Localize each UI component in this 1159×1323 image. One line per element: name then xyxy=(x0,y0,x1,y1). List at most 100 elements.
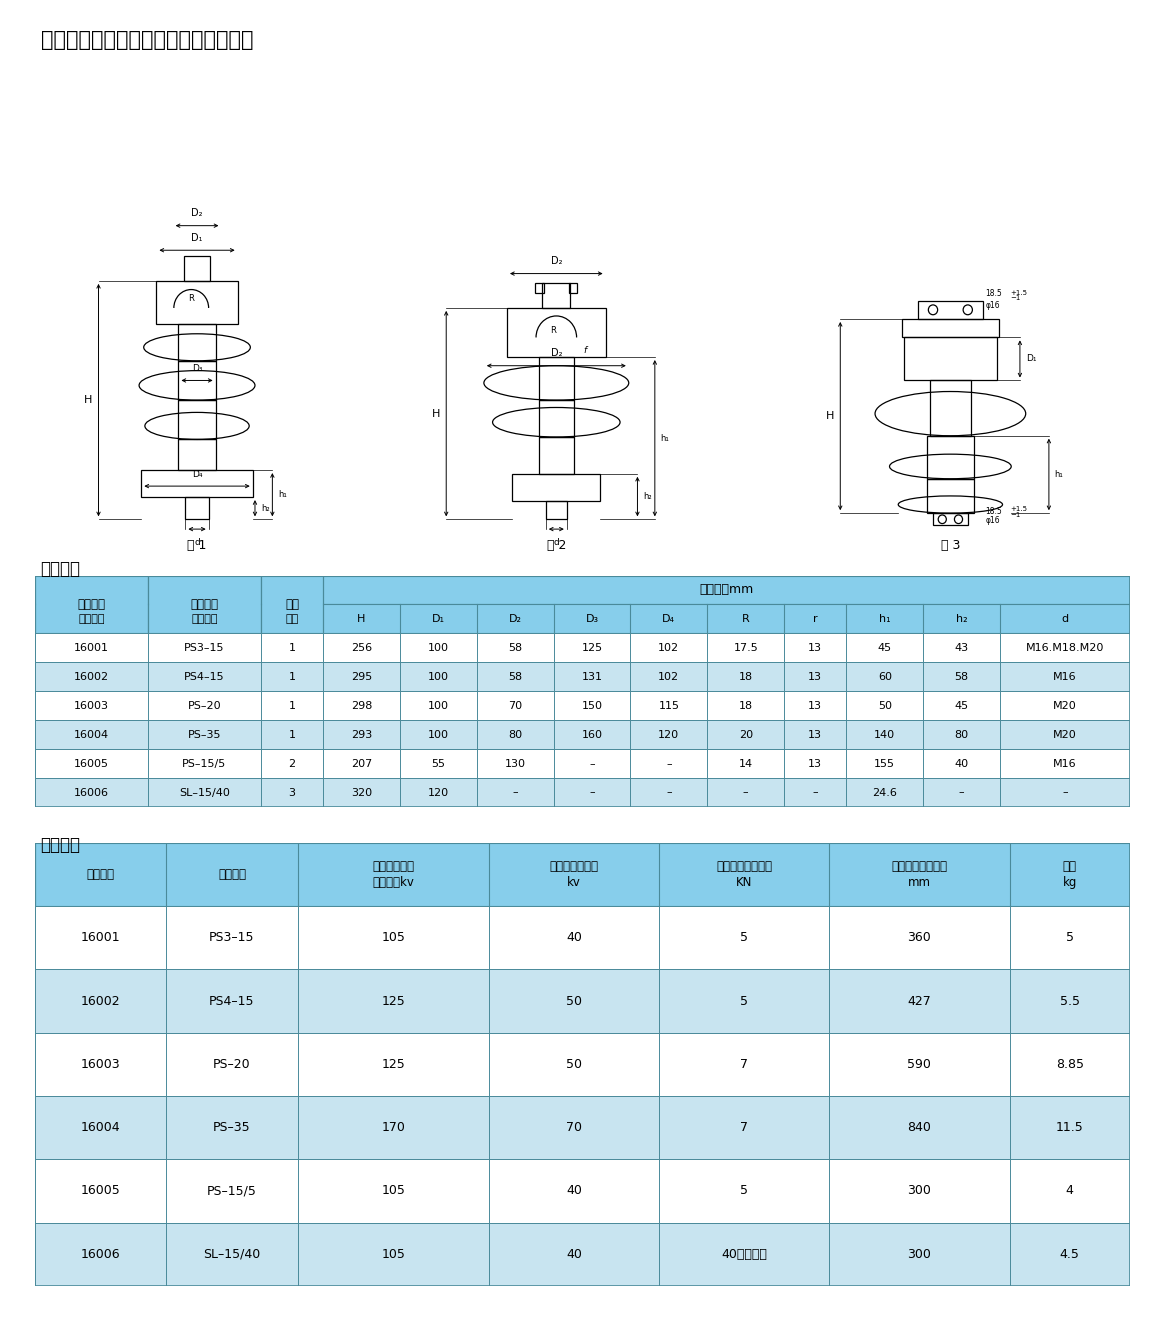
Text: 5.5: 5.5 xyxy=(1059,995,1080,1008)
Text: 590: 590 xyxy=(907,1058,931,1070)
Bar xyxy=(535,283,544,294)
Text: 16004: 16004 xyxy=(81,1121,121,1134)
Text: 1: 1 xyxy=(289,701,296,710)
Text: d: d xyxy=(195,537,199,546)
Bar xyxy=(539,357,574,400)
Text: h₁: h₁ xyxy=(278,491,287,499)
Text: 58: 58 xyxy=(508,672,523,681)
Text: PS4–15: PS4–15 xyxy=(209,995,255,1008)
Text: 产品编号: 产品编号 xyxy=(87,868,115,881)
Text: 雷电全波冲击
耐受电压kv: 雷电全波冲击 耐受电压kv xyxy=(372,860,415,889)
Text: 58: 58 xyxy=(955,672,969,681)
Text: d: d xyxy=(554,537,559,546)
Text: 50: 50 xyxy=(877,701,891,710)
Text: 105: 105 xyxy=(381,1248,406,1261)
Text: 140: 140 xyxy=(874,730,895,740)
Text: D₂: D₂ xyxy=(551,348,562,359)
Bar xyxy=(35,634,1130,663)
Text: 105: 105 xyxy=(381,1184,406,1197)
Text: D₁: D₁ xyxy=(432,614,445,624)
Text: 105: 105 xyxy=(381,931,406,945)
Text: 5: 5 xyxy=(739,1184,748,1197)
Text: 120: 120 xyxy=(658,730,679,740)
Text: 16006: 16006 xyxy=(74,787,109,798)
Bar xyxy=(902,319,999,337)
Text: –: – xyxy=(512,787,518,798)
Text: 16003: 16003 xyxy=(81,1058,121,1070)
Text: 45: 45 xyxy=(877,643,891,652)
Bar xyxy=(156,280,238,324)
Text: 70: 70 xyxy=(567,1121,582,1134)
Text: 115: 115 xyxy=(658,701,679,710)
Text: D₁: D₁ xyxy=(1026,355,1036,364)
Text: 16004: 16004 xyxy=(74,730,109,740)
Text: 13: 13 xyxy=(808,701,822,710)
Text: 100: 100 xyxy=(428,672,449,681)
Bar xyxy=(35,970,1130,1033)
Text: 5: 5 xyxy=(739,931,748,945)
Text: 300: 300 xyxy=(907,1248,931,1261)
Text: 13: 13 xyxy=(808,643,822,652)
Text: –: – xyxy=(666,758,672,769)
Text: 16003: 16003 xyxy=(74,701,109,710)
Bar xyxy=(35,720,1130,749)
Text: h₁: h₁ xyxy=(661,434,670,443)
Bar xyxy=(512,474,600,501)
Bar xyxy=(508,308,605,357)
Bar xyxy=(35,691,1130,720)
Text: 125: 125 xyxy=(381,1058,406,1070)
Text: M20: M20 xyxy=(1054,730,1077,740)
Text: 主要尺寸mm: 主要尺寸mm xyxy=(699,583,753,597)
Text: PS–35: PS–35 xyxy=(213,1121,250,1134)
Text: D₃: D₃ xyxy=(191,364,203,373)
Text: 18.5: 18.5 xyxy=(985,290,1001,298)
Text: 16002: 16002 xyxy=(81,995,121,1008)
Text: R: R xyxy=(549,325,556,335)
Text: 60: 60 xyxy=(877,672,891,681)
Text: r: r xyxy=(812,614,817,624)
Bar xyxy=(35,605,1130,634)
Text: 50: 50 xyxy=(567,1058,582,1070)
Text: PS–20: PS–20 xyxy=(188,701,221,710)
Text: –: – xyxy=(812,787,818,798)
Text: 16006: 16006 xyxy=(81,1248,121,1261)
Text: 100: 100 xyxy=(428,701,449,710)
Text: R: R xyxy=(188,294,195,303)
Text: 170: 170 xyxy=(381,1121,406,1134)
Text: SL–15/40: SL–15/40 xyxy=(178,787,229,798)
Text: –: – xyxy=(589,758,595,769)
Text: h₂: h₂ xyxy=(643,492,651,501)
Bar xyxy=(261,576,323,634)
Text: 300: 300 xyxy=(907,1184,931,1197)
Bar xyxy=(35,576,148,634)
Bar xyxy=(35,906,1130,970)
Text: 主要尺寸: 主要尺寸 xyxy=(41,560,81,578)
Bar xyxy=(178,324,216,361)
Text: 295: 295 xyxy=(351,672,372,681)
Text: h₁: h₁ xyxy=(1055,470,1064,479)
Bar xyxy=(35,1095,1130,1159)
Text: H: H xyxy=(85,396,93,405)
Bar xyxy=(539,437,574,474)
Text: 427: 427 xyxy=(907,995,931,1008)
Text: M16.M18.M20: M16.M18.M20 xyxy=(1026,643,1105,652)
Text: 40: 40 xyxy=(567,1248,582,1261)
Bar xyxy=(35,1222,1130,1286)
Text: 58: 58 xyxy=(508,643,523,652)
Text: M20: M20 xyxy=(1054,701,1077,710)
Text: PS–20: PS–20 xyxy=(213,1058,250,1070)
Text: 125: 125 xyxy=(381,995,406,1008)
Bar xyxy=(927,479,974,513)
Text: PS–15/5: PS–15/5 xyxy=(182,758,226,769)
Bar xyxy=(178,361,216,400)
Text: +1.5: +1.5 xyxy=(1011,290,1028,296)
Bar xyxy=(35,778,1130,807)
Bar xyxy=(542,283,570,308)
Bar xyxy=(930,381,971,435)
Text: 18.5: 18.5 xyxy=(985,507,1001,516)
Text: H: H xyxy=(357,614,365,624)
Text: 产品编号: 产品编号 xyxy=(78,614,104,624)
Text: 1: 1 xyxy=(289,643,296,652)
Text: +1.5: +1.5 xyxy=(1011,505,1028,512)
Text: φ16: φ16 xyxy=(985,516,1000,525)
